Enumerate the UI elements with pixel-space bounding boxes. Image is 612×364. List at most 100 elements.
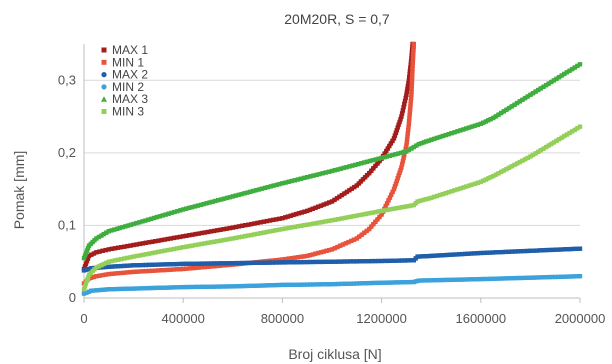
data-point: [347, 188, 352, 193]
data-point: [388, 258, 393, 263]
data-point: [236, 284, 242, 289]
data-point: [472, 123, 478, 128]
data-point: [397, 170, 402, 175]
data-point: [318, 250, 324, 255]
data-point: [249, 221, 254, 227]
data-point: [227, 195, 233, 200]
data-point: [150, 250, 155, 256]
data-point: [452, 130, 457, 135]
data-point: [96, 264, 102, 269]
data-point: [431, 194, 437, 200]
data-point: [119, 257, 124, 262]
data-point: [89, 266, 94, 271]
data-point: [469, 124, 475, 129]
data-point: [509, 104, 514, 109]
data-point: [183, 206, 189, 211]
data-point: [150, 239, 155, 244]
data-point: [404, 89, 410, 95]
data-point: [410, 69, 415, 74]
data-point: [95, 288, 100, 293]
data-point: [131, 286, 136, 291]
data-point: [311, 282, 316, 287]
data-point: [393, 130, 399, 136]
data-point: [156, 285, 161, 290]
data-point: [162, 237, 167, 242]
data-point: [404, 92, 409, 97]
data-point: [205, 240, 211, 245]
data-point: [248, 189, 253, 194]
data-point: [267, 218, 273, 223]
data-point: [463, 251, 468, 257]
data-point: [543, 144, 549, 150]
data-point: [81, 255, 87, 261]
data-point: [501, 109, 506, 114]
x-tick-label: 1200000: [356, 311, 407, 326]
data-point: [97, 273, 102, 278]
data-point: [168, 285, 173, 290]
data-point: [103, 247, 108, 253]
data-point: [371, 222, 376, 227]
data-point: [224, 261, 229, 266]
data-point: [411, 48, 416, 53]
data-point: [404, 137, 410, 142]
legend-label: MAX 1: [112, 43, 148, 57]
data-point: [515, 275, 521, 281]
data-point: [525, 275, 530, 280]
data-point: [159, 262, 164, 267]
data-point: [388, 207, 393, 212]
data-point: [336, 217, 341, 222]
data-point: [408, 203, 414, 208]
legend-item: MAX 2: [101, 68, 148, 82]
data-point: [171, 267, 177, 272]
data-point: [370, 258, 375, 264]
data-point: [384, 201, 390, 206]
data-point: [411, 41, 416, 47]
legend-label: MAX 3: [112, 92, 148, 106]
data-point: [181, 261, 186, 267]
data-point: [193, 284, 198, 290]
data-point: [512, 249, 518, 254]
data-point: [153, 268, 158, 273]
data-point: [252, 221, 257, 226]
data-point: [112, 271, 118, 276]
data-point: [162, 267, 167, 273]
data-point: [407, 110, 413, 115]
data-point: [340, 242, 346, 247]
data-point: [134, 220, 139, 226]
data-point: [342, 259, 347, 264]
data-point: [494, 276, 499, 281]
data-point: [424, 139, 429, 144]
data-point: [239, 191, 244, 197]
data-point: [367, 171, 372, 176]
data-point: [335, 244, 340, 250]
data-point: [205, 261, 211, 266]
data-point: [543, 275, 549, 280]
data-point: [83, 251, 89, 256]
data-point: [202, 241, 208, 246]
data-point: [302, 209, 307, 214]
data-point: [407, 68, 413, 74]
data-point: [212, 261, 217, 266]
data-point: [243, 233, 248, 239]
data-point: [559, 274, 564, 279]
data-point: [317, 220, 322, 225]
data-point: [400, 108, 406, 113]
data-point: [373, 219, 378, 224]
data-point: [364, 228, 369, 234]
data-point: [357, 259, 363, 264]
data-point: [332, 246, 337, 251]
data-point: [488, 175, 493, 180]
data-point: [409, 83, 414, 89]
data-point: [84, 258, 90, 264]
data-point: [395, 125, 400, 130]
data-point: [357, 212, 363, 218]
data-point: [562, 274, 567, 279]
data-point: [472, 251, 477, 256]
data-point: [125, 270, 130, 275]
data-point: [577, 246, 583, 251]
data-point: [94, 274, 99, 279]
data-point: [344, 165, 349, 170]
data-point: [115, 245, 121, 250]
data-point: [321, 249, 326, 254]
data-point: [280, 181, 285, 186]
